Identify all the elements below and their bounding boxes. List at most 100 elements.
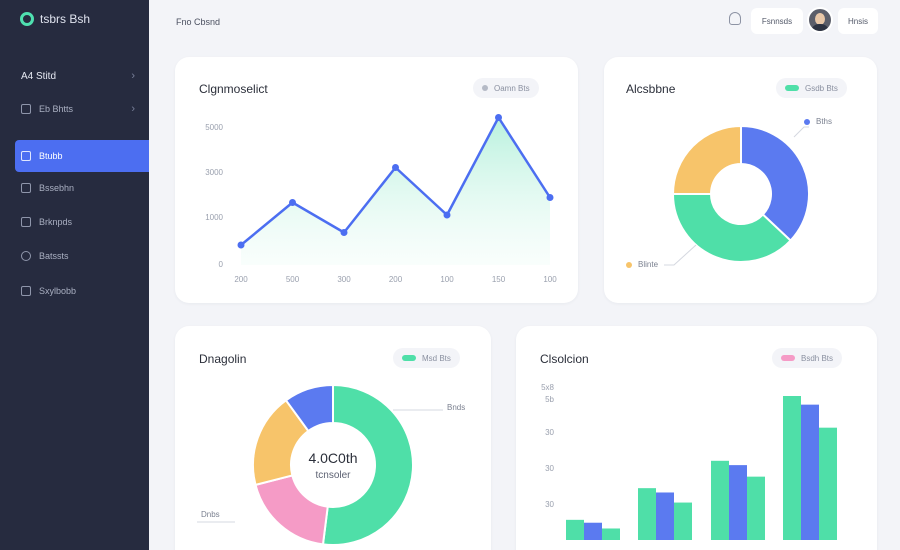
donut-card-top: Alcsbbne Gsdb Bts Bths Blinte xyxy=(604,57,877,303)
donut-slice xyxy=(321,383,414,546)
sidebar-item-label: A4 Stitd xyxy=(21,70,57,82)
sidebar-item-4[interactable]: Brknpds xyxy=(15,206,149,238)
app-logo[interactable]: tsbrs Bsh xyxy=(20,12,90,26)
sidebar-item-label: Eb Bhtts xyxy=(39,104,74,114)
pill-label: Bsdh Bts xyxy=(801,353,834,363)
data-point xyxy=(289,199,296,206)
y-tick-label: 30 xyxy=(545,500,554,509)
data-point xyxy=(340,229,348,236)
sidebar: tsbrs Bsh A4 Stitd › Eb Bhtts › Btubb Bs… xyxy=(0,0,149,550)
avatar[interactable] xyxy=(807,7,833,33)
x-tick-label: 500 xyxy=(285,275,300,284)
bar xyxy=(801,404,819,540)
donut-chart-bottom xyxy=(197,383,443,546)
x-tick-label: 100 xyxy=(440,275,454,284)
app-name: tsbrs Bsh xyxy=(40,12,91,26)
bar xyxy=(747,476,765,540)
period-selector[interactable]: Oamn Bts xyxy=(473,78,539,98)
card-title: Clsolcion xyxy=(540,352,589,366)
callout-line xyxy=(793,126,809,138)
donut-slice xyxy=(740,124,810,242)
data-point xyxy=(546,194,554,201)
donut-slice xyxy=(254,474,329,546)
legend-swatch xyxy=(781,355,795,361)
donut-chart-top xyxy=(664,124,810,266)
card-title: Alcsbbne xyxy=(626,82,676,96)
bar xyxy=(566,519,584,540)
period-selector[interactable]: Gsdb Bts xyxy=(776,78,847,98)
center-label: tcnsoler xyxy=(315,470,351,481)
legend-label: Blinte xyxy=(638,260,659,269)
line-chart-card: Clgnmoselict Oamn Bts 5000 3000 1000 0 200 5… xyxy=(175,57,578,303)
y-tick-label: 5b xyxy=(545,395,554,404)
pill-label: Msd Bts xyxy=(422,353,451,363)
sidebar-item-1[interactable]: Eb Bhtts › xyxy=(15,93,149,125)
period-selector[interactable]: Bsdh Bts xyxy=(772,348,843,368)
card-title: Dnagolin xyxy=(199,352,247,366)
bar xyxy=(638,488,656,540)
bar xyxy=(819,427,837,540)
legend-label: Bths xyxy=(816,117,833,126)
donut-slice xyxy=(284,383,334,433)
donut-slice xyxy=(671,124,742,195)
legend-dot xyxy=(804,118,810,125)
data-point xyxy=(443,211,451,219)
settings-icon xyxy=(21,251,31,261)
callout-label: Bnds xyxy=(447,403,466,412)
grid-icon xyxy=(21,104,31,114)
y-tick-label: 5000 xyxy=(205,123,223,132)
x-tick-label: 200 xyxy=(234,275,248,284)
user-menu[interactable]: Hnsis xyxy=(838,8,878,34)
avatar-body xyxy=(811,24,829,31)
line-chart xyxy=(237,114,554,265)
sidebar-item-label: Sxylbobb xyxy=(39,286,77,296)
bar xyxy=(584,522,602,540)
chevron-right-icon: › xyxy=(131,103,135,115)
chevron-right-icon: › xyxy=(131,70,135,82)
data-point xyxy=(495,114,502,121)
legend-item: Blinte xyxy=(626,260,658,269)
bar xyxy=(602,528,620,540)
period-selector[interactable]: Msd Bts xyxy=(393,348,460,368)
top-chip[interactable]: Fsnnsds xyxy=(751,8,803,34)
sidebar-item-0[interactable]: A4 Stitd › xyxy=(15,60,149,92)
bar xyxy=(656,492,674,540)
center-value: 4.0C0th xyxy=(308,450,358,466)
callout-line xyxy=(664,244,697,266)
line-area xyxy=(241,117,550,265)
x-tick-label: 300 xyxy=(337,275,351,284)
legend-item: Bths xyxy=(804,117,832,126)
sidebar-item-label: Brknpds xyxy=(39,217,73,227)
avatar-face xyxy=(815,13,825,25)
y-tick-label: 30 xyxy=(545,428,554,437)
legend-swatch xyxy=(402,355,416,361)
sidebar-item-label: Batssts xyxy=(39,251,69,261)
shield-icon xyxy=(21,286,31,296)
donut-card-bottom: Dnagolin Msd Bts 4.0C0th tcnsoler Bnds D… xyxy=(175,326,491,550)
data-point xyxy=(237,241,245,249)
pill-label: Gsdb Bts xyxy=(805,83,838,93)
bar xyxy=(674,502,692,540)
donut-slice xyxy=(671,193,792,263)
sidebar-item-6[interactable]: Sxylbobb xyxy=(15,275,149,307)
legend-swatch xyxy=(785,85,799,91)
callout-label: Dnbs xyxy=(201,510,220,519)
document-icon xyxy=(21,217,31,227)
logo-icon xyxy=(20,12,34,26)
sidebar-item-2[interactable]: Btubb xyxy=(15,140,149,172)
dashboard-icon xyxy=(21,151,31,161)
legend-dot xyxy=(626,261,632,268)
card-title: Clgnmoselict xyxy=(199,82,268,96)
pill-label: Oamn Bts xyxy=(494,83,530,93)
sidebar-item-5[interactable]: Batssts xyxy=(15,240,149,272)
bar xyxy=(729,465,747,540)
y-tick-label: 0 xyxy=(218,260,223,269)
chart-icon xyxy=(21,183,31,193)
x-tick-label: 150 xyxy=(491,275,506,284)
bar xyxy=(711,460,729,540)
bar xyxy=(783,396,801,540)
y-tick-label: 1000 xyxy=(205,213,223,222)
x-tick-label: 100 xyxy=(543,275,557,284)
sidebar-item-3[interactable]: Bssebhn xyxy=(15,172,149,204)
bell-icon[interactable] xyxy=(729,12,741,25)
